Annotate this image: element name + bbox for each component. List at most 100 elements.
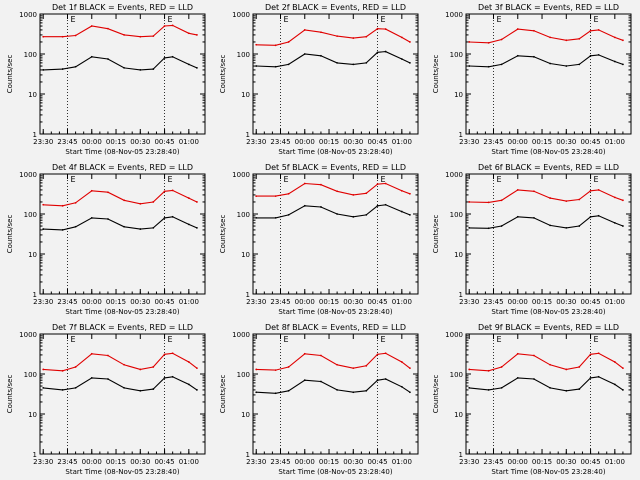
lld-data-point [365,192,368,195]
events-data-point [107,218,109,220]
x-tick-label: 23:45 [483,138,503,146]
events-series-line [43,56,198,71]
x-axis-label: Start Time (08-Nov-05 23:28:40) [491,468,605,476]
x-tick-label: 00:30 [130,138,150,146]
lld-data-point [400,36,403,39]
x-axis-label: Start Time (08-Nov-05 23:28:40) [278,148,392,156]
lld-series-line [256,182,411,197]
x-axis-label: Start Time (08-Nov-05 23:28:40) [65,308,179,316]
marker-label: E [497,335,502,344]
lld-data-point [196,34,198,36]
events-series-line [256,51,411,68]
lld-data-point [578,366,581,368]
lld-data-point [578,37,581,40]
events-data-point [622,225,624,227]
x-tick-label: 01:00 [605,458,625,466]
lld-data-point [409,367,411,370]
lld-series-line [469,28,624,44]
lld-data-point [274,369,277,372]
events-data-point [287,213,290,216]
events-data-point [500,386,503,389]
chart-panel: Det 4f BLACK = Events, RED = LLD 1 10 100 10… [6,163,206,316]
x-tick-label: 00:00 [295,138,315,146]
x-tick-label: 23:45 [270,458,290,466]
events-data-point [533,216,535,219]
y-tick-label: 10 [28,251,37,259]
events-data-point [578,225,581,227]
lld-data-point [287,41,290,43]
lld-data-point [533,190,535,193]
x-tick-label: 00:30 [130,298,150,306]
lld-series-line [43,189,198,207]
lld-data-point [376,353,379,356]
plot-frame [252,13,419,135]
y-tick-label: 10 [454,411,463,419]
events-data-point [152,226,155,229]
lld-data-point [320,183,322,186]
x-axis-label: Start Time (08-Nov-05 23:28:40) [491,308,605,316]
events-data-point [320,380,322,383]
events-data-point [549,386,552,389]
lld-data-point [597,352,600,355]
lld-data-point [589,29,592,32]
marker-label: E [497,15,502,24]
events-data-point [61,389,64,391]
plot-frame [39,13,206,135]
plot-frame [465,173,632,295]
y-tick-label: 100 [450,211,463,219]
chart-title: Det 6f BLACK = Events, RED = LLD [478,163,619,172]
lld-data-point [409,41,411,43]
events-data-point [61,229,64,231]
plot-frame [39,173,206,295]
x-tick-label: 23:30 [246,138,266,146]
events-data-point [274,65,277,68]
events-data-point [152,388,155,390]
lld-data-point [336,363,339,366]
x-tick-label: 00:15 [106,298,126,306]
events-data-point [376,204,379,207]
x-tick-label: 23:45 [57,458,77,466]
events-data-point [516,215,519,218]
x-tick-label: 01:00 [392,298,412,306]
y-tick-label: 1000 [19,171,37,179]
lld-series-line [43,352,198,372]
y-axis-label: Counts/sec [6,375,14,414]
x-tick-label: 00:30 [343,298,363,306]
y-axis-label: Counts/sec [219,215,227,254]
lld-data-point [303,29,306,31]
x-axis-label: Start Time (08-Nov-05 23:28:40) [278,308,392,316]
y-tick-label: 1 [459,131,463,139]
x-tick-label: 01:00 [179,138,199,146]
events-series-line [256,378,411,394]
y-axis-label: Counts/sec [6,215,14,254]
x-tick-label: 00:15 [532,298,552,306]
x-tick-label: 00:30 [343,138,363,146]
lld-data-point [152,35,155,38]
events-data-point [533,55,535,58]
marker-label: E [71,15,76,24]
events-data-point [549,224,552,227]
y-tick-label: 10 [28,411,37,419]
y-axis-label: Counts/sec [219,55,227,94]
events-data-point [565,65,568,67]
events-data-point [90,216,93,219]
lld-data-point [400,189,403,192]
y-tick-label: 1000 [232,11,250,19]
lld-data-point [187,361,190,363]
x-tick-label: 00:15 [319,138,339,146]
events-data-point [376,51,379,54]
events-data-point [409,391,411,394]
y-tick-label: 1000 [232,331,250,339]
events-data-point [274,392,277,395]
chart-title: Det 5f BLACK = Events, RED = LLD [265,163,406,172]
lld-data-point [622,367,624,370]
x-tick-label: 00:30 [556,298,576,306]
lld-data-point [74,201,77,204]
lld-data-point [107,191,109,194]
chart-title: Det 9f BLACK = Events, RED = LLD [478,323,619,332]
plot-frame [465,13,632,135]
lld-data-point [187,197,190,199]
events-data-point [384,378,387,380]
x-tick-label: 00:45 [154,298,174,306]
